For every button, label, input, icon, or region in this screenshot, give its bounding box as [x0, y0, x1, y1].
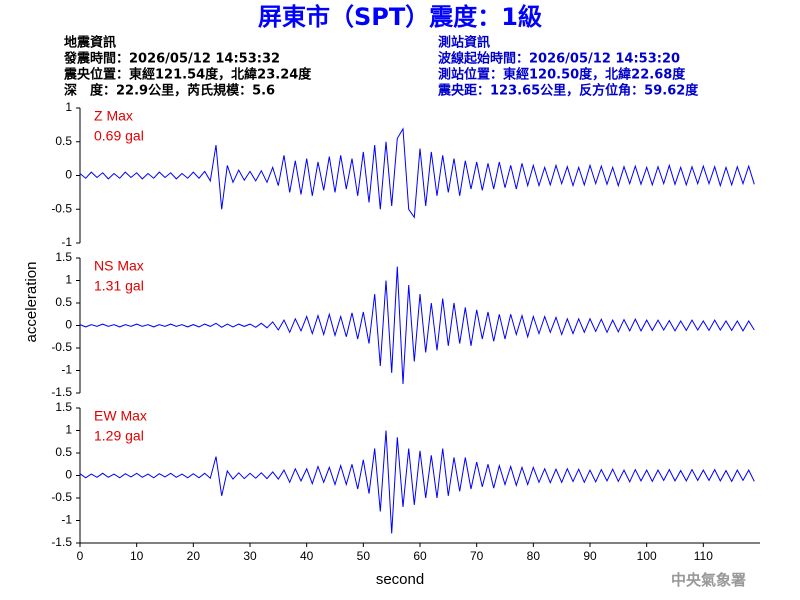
max-annotation: EW Max [94, 408, 147, 424]
y-tick-label: 1 [65, 273, 72, 287]
y-tick-label: 0.5 [55, 134, 72, 148]
y-tick-label: 0 [65, 318, 72, 332]
x-tick-label: 100 [637, 549, 657, 563]
x-axis-label: second [376, 571, 424, 588]
station-heading: 測站資訊 [438, 35, 490, 51]
event-location: 震央位置：東經121.54度，北緯23.24度 [63, 67, 312, 83]
x-tick-label: 30 [243, 549, 257, 563]
y-tick-label: 1.5 [55, 250, 72, 264]
y-axis-label: acceleration [23, 262, 40, 343]
y-tick-label: -1 [61, 363, 72, 377]
y-tick-label: 0 [65, 468, 72, 482]
event-heading: 地震資訊 [64, 35, 116, 51]
distance: 震央距：123.65公里，反方位角：59.62度 [437, 83, 699, 99]
y-tick-label: 0.5 [55, 445, 72, 459]
y-tick-label: -0.5 [51, 340, 72, 354]
waveform [79, 266, 755, 385]
waveform [79, 430, 755, 534]
max-annotation: 1.31 gal [94, 278, 144, 294]
max-annotation: Z Max [94, 108, 133, 124]
x-tick-label: 60 [413, 549, 427, 563]
y-tick-label: -1 [61, 513, 72, 527]
y-tick-label: -1.5 [51, 385, 72, 399]
y-tick-label: 0 [65, 168, 72, 182]
x-tick-label: 20 [187, 549, 201, 563]
event-depth: 深 度：22.9公里，芮氏規模：5.6 [64, 83, 275, 99]
max-annotation: 1.29 gal [94, 428, 144, 444]
x-tick-label: 70 [470, 549, 484, 563]
event-time: 發震時間：2026/05/12 14:53:32 [63, 51, 280, 67]
title: 屏東市（SPT）震度：1級 [258, 3, 542, 31]
y-tick-label: -0.5 [51, 201, 72, 215]
y-tick-label: 0.5 [55, 295, 72, 309]
y-tick-label: 1 [65, 100, 72, 114]
x-tick-label: 10 [130, 549, 144, 563]
x-tick-label: 80 [527, 549, 541, 563]
x-tick-label: 110 [694, 549, 713, 563]
wave-start: 波線起始時間：2026/05/12 14:53:20 [438, 51, 680, 67]
credit: 中央氣象署 [671, 571, 746, 589]
y-tick-label: -0.5 [51, 490, 72, 504]
x-tick-label: 0 [77, 549, 84, 563]
x-tick-label: 40 [300, 549, 314, 563]
x-tick-label: 50 [357, 549, 371, 563]
max-annotation: NS Max [94, 258, 144, 274]
y-tick-label: -1 [61, 235, 72, 249]
station-location: 測站位置：東經120.50度，北緯22.68度 [438, 67, 686, 83]
y-tick-label: 1.5 [55, 400, 72, 414]
x-tick-label: 90 [583, 549, 597, 563]
max-annotation: 0.69 gal [94, 128, 144, 144]
waveform [79, 127, 755, 219]
y-tick-label: 1 [65, 423, 72, 437]
y-tick-label: -1.5 [51, 535, 72, 549]
